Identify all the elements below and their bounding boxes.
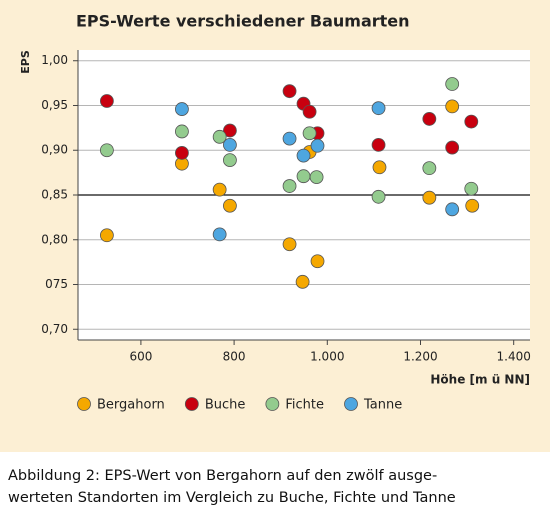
point <box>296 169 311 184</box>
point <box>223 198 237 213</box>
point <box>296 148 311 163</box>
legend-swatch <box>184 397 199 411</box>
point <box>99 228 114 243</box>
y-tick-label: 0,90 <box>41 143 68 157</box>
x-tick-label: 600 <box>129 350 152 364</box>
point <box>175 146 189 160</box>
point <box>282 84 297 99</box>
y-tick-label: 0,80 <box>41 232 68 246</box>
point <box>464 114 479 129</box>
x-tick-label: 1.400 <box>497 350 531 364</box>
point <box>223 123 237 138</box>
point <box>99 143 114 158</box>
point <box>175 124 189 139</box>
point <box>422 161 437 176</box>
legend-swatch <box>77 397 91 411</box>
point <box>212 182 227 197</box>
legend-label: Bergahorn <box>97 398 165 413</box>
y-tick-label: 075 <box>45 277 68 291</box>
point <box>445 140 460 155</box>
point <box>282 131 297 146</box>
legend-label: Tanne <box>363 398 402 413</box>
point <box>302 104 317 119</box>
point <box>310 254 325 269</box>
legend-label: Buche <box>205 398 246 413</box>
y-axis-label: EPS <box>19 50 32 74</box>
chart-title: EPS-Werte verschiedener Baumarten <box>76 12 410 31</box>
point <box>445 99 460 114</box>
y-tick-label: 0,95 <box>41 98 68 112</box>
point <box>212 129 227 144</box>
point <box>223 153 237 167</box>
point <box>445 202 460 217</box>
legend-swatch <box>265 397 280 411</box>
point <box>295 274 310 289</box>
x-axis-label: Höhe [m ü NN] <box>430 373 530 387</box>
x-tick-label: 1.200 <box>403 350 437 364</box>
caption-line: Abbildung 2: EPS-Wert von Bergahorn auf … <box>8 468 437 484</box>
point <box>372 160 387 175</box>
point <box>309 170 324 184</box>
point <box>175 102 189 116</box>
x-tick-label: 1.000 <box>310 350 344 364</box>
point <box>422 190 437 205</box>
point <box>464 181 479 196</box>
point <box>422 112 437 126</box>
y-tick-label: 1,00 <box>41 53 68 67</box>
x-tick-label: 800 <box>223 350 246 364</box>
point <box>282 237 297 252</box>
caption-line: werteten Standorten im Vergleich zu Buch… <box>8 490 456 506</box>
point <box>282 179 297 193</box>
point <box>212 227 227 242</box>
legend-swatch <box>344 397 358 411</box>
point <box>371 101 386 116</box>
point <box>99 94 114 108</box>
point <box>310 138 325 153</box>
point <box>302 126 317 141</box>
legend-label: Fichte <box>285 398 324 413</box>
y-tick-label: 0,70 <box>41 322 68 336</box>
point <box>371 189 386 204</box>
y-tick-label: 0,85 <box>41 188 68 202</box>
point <box>371 137 386 152</box>
point <box>223 137 237 152</box>
point <box>465 198 480 213</box>
point <box>445 77 460 91</box>
